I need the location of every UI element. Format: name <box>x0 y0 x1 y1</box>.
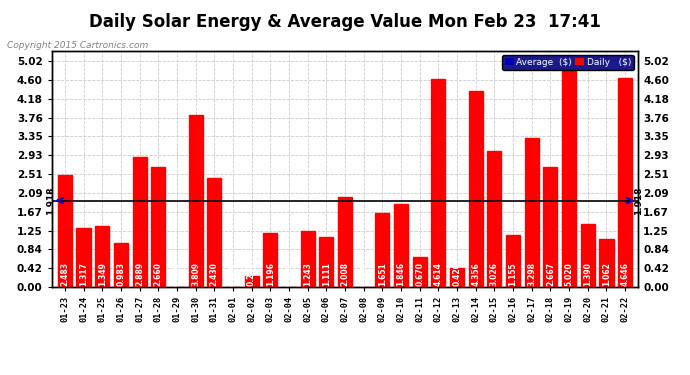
Text: 1.918: 1.918 <box>635 186 644 215</box>
Bar <box>244 276 259 287</box>
Bar <box>207 177 221 287</box>
Text: 0.420: 0.420 <box>453 262 462 286</box>
Bar <box>264 233 277 287</box>
Bar <box>394 204 408 287</box>
Bar <box>581 224 595 287</box>
Text: 3.298: 3.298 <box>527 262 536 286</box>
Text: 0.000: 0.000 <box>359 262 368 286</box>
Bar <box>525 138 539 287</box>
Bar <box>132 157 146 287</box>
Text: 0.000: 0.000 <box>228 262 237 286</box>
Text: 0.670: 0.670 <box>415 262 424 286</box>
Bar <box>319 237 333 287</box>
Bar <box>413 257 426 287</box>
Text: 4.356: 4.356 <box>471 262 480 286</box>
Text: 3.809: 3.809 <box>191 262 200 286</box>
Text: 0.000: 0.000 <box>172 262 181 286</box>
Bar <box>188 116 203 287</box>
Bar <box>544 167 558 287</box>
Bar <box>487 151 502 287</box>
Bar <box>301 231 315 287</box>
Text: 2.667: 2.667 <box>546 262 555 286</box>
Bar <box>618 78 632 287</box>
Bar <box>506 235 520 287</box>
Text: 2.008: 2.008 <box>340 262 350 286</box>
Bar <box>450 268 464 287</box>
Bar <box>95 226 109 287</box>
Text: 0.983: 0.983 <box>117 262 126 286</box>
Text: 1.111: 1.111 <box>322 262 331 286</box>
Text: 1.155: 1.155 <box>509 263 518 286</box>
Bar <box>151 167 165 287</box>
Bar <box>469 91 483 287</box>
Text: 2.483: 2.483 <box>60 262 69 286</box>
Text: 3.026: 3.026 <box>490 262 499 286</box>
Legend: Average  ($), Daily   ($): Average ($), Daily ($) <box>502 55 633 69</box>
Text: 1.918: 1.918 <box>46 186 55 215</box>
Text: 1.390: 1.390 <box>583 262 592 286</box>
Text: Daily Solar Energy & Average Value Mon Feb 23  17:41: Daily Solar Energy & Average Value Mon F… <box>89 13 601 31</box>
Bar <box>114 243 128 287</box>
Text: 0.000: 0.000 <box>284 262 293 286</box>
Bar <box>338 196 352 287</box>
Text: 4.646: 4.646 <box>621 262 630 286</box>
Text: 1.196: 1.196 <box>266 262 275 286</box>
Text: Copyright 2015 Cartronics.com: Copyright 2015 Cartronics.com <box>7 41 148 50</box>
Bar <box>600 239 613 287</box>
Text: 0.248: 0.248 <box>247 262 256 286</box>
Text: 1.651: 1.651 <box>378 262 387 286</box>
Text: 5.020: 5.020 <box>564 262 573 286</box>
Bar <box>77 228 90 287</box>
Text: 1.062: 1.062 <box>602 262 611 286</box>
Bar <box>375 213 389 287</box>
Text: 1.317: 1.317 <box>79 262 88 286</box>
Bar <box>431 79 446 287</box>
Text: 2.430: 2.430 <box>210 262 219 286</box>
Bar <box>58 175 72 287</box>
Text: 4.614: 4.614 <box>434 262 443 286</box>
Text: 1.243: 1.243 <box>303 262 312 286</box>
Bar <box>562 61 576 287</box>
Text: 2.889: 2.889 <box>135 262 144 286</box>
Text: 1.349: 1.349 <box>98 262 107 286</box>
Text: 2.660: 2.660 <box>154 262 163 286</box>
Text: 1.846: 1.846 <box>397 262 406 286</box>
